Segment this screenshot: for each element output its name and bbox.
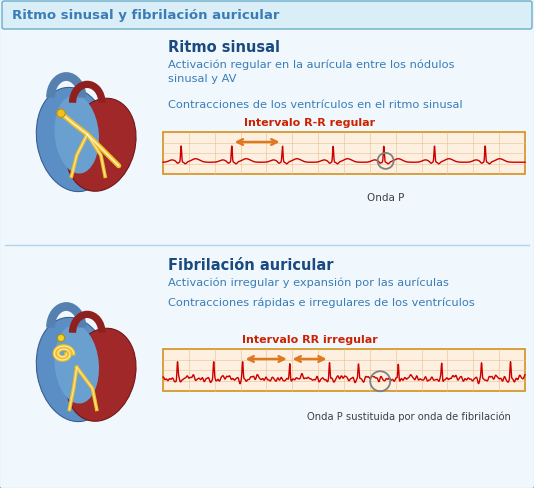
Text: Ritmo sinusal: Ritmo sinusal [168,40,280,55]
Ellipse shape [36,318,111,422]
Text: Activación irregular y expansión por las aurículas: Activación irregular y expansión por las… [168,278,449,288]
Text: Ritmo sinusal y fibrilación auricular: Ritmo sinusal y fibrilación auricular [12,9,279,22]
Text: Fibrilación auricular: Fibrilación auricular [168,258,334,272]
Ellipse shape [36,88,111,192]
Bar [163,133,525,175]
Text: Intervalo RR irregular: Intervalo RR irregular [242,334,378,345]
Bar [163,349,525,391]
Ellipse shape [66,99,136,192]
Text: Activación regular en la aurícula entre los nódulos
sinusal y AV: Activación regular en la aurícula entre … [168,60,454,84]
Ellipse shape [54,325,99,404]
Ellipse shape [54,96,99,174]
Ellipse shape [66,328,136,421]
Circle shape [57,110,65,118]
Circle shape [57,335,65,342]
Text: Onda P sustituida por onda de fibrilación: Onda P sustituida por onda de fibrilació… [307,411,511,422]
Text: Intervalo R-R regular: Intervalo R-R regular [245,118,375,128]
FancyBboxPatch shape [2,2,532,30]
Text: Contracciones de los ventrículos en el ritmo sinusal: Contracciones de los ventrículos en el r… [168,100,462,110]
Text: Contracciones rápidas e irregulares de los ventrículos: Contracciones rápidas e irregulares de l… [168,297,475,308]
Text: Onda P: Onda P [367,193,404,203]
